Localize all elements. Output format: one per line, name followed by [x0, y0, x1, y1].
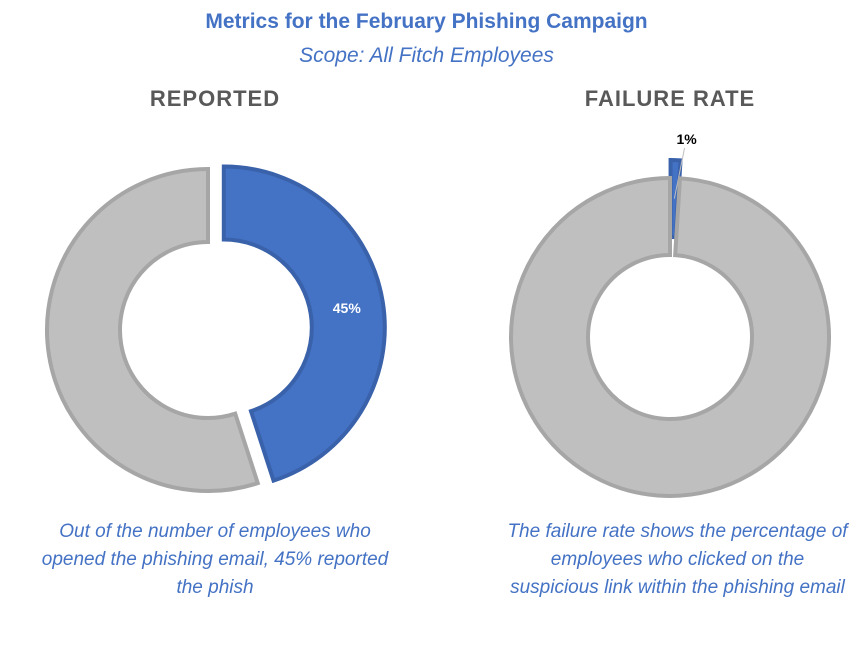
chart-subtitle: Scope: All Fitch Employees	[299, 44, 554, 67]
leader-line	[673, 147, 686, 199]
reported-chart-title: REPORTED	[149, 86, 281, 111]
failure-slice-not-failed	[508, 175, 831, 498]
failure-data-label: 1%	[676, 131, 697, 147]
reported-slice-reported	[221, 164, 387, 484]
failure-chart-title: FAILURE RATE	[584, 86, 756, 111]
failure-caption: The failure rate shows the percentage of…	[507, 521, 848, 598]
chart-title: Metrics for the February Phishing Campai…	[205, 10, 648, 33]
reported-caption: Out of the number of employees who opene…	[41, 521, 389, 598]
reported-slice-not-reported	[45, 166, 261, 493]
reported-data-label: 45%	[333, 300, 362, 316]
